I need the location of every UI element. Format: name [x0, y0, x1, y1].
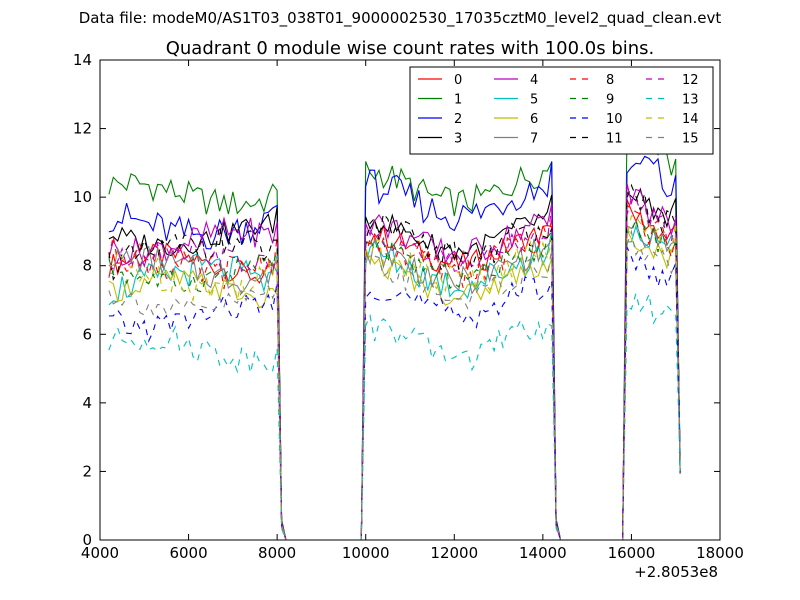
chart-title: Quadrant 0 module wise count rates with … — [166, 38, 655, 59]
x-axis: 4000 6000 8000 10000 12000 14000 16000 18000 — [81, 60, 744, 562]
x-offset-label: +2.8053e8 — [634, 563, 718, 581]
x-tick-label: 6000 — [169, 544, 207, 562]
series-line-0 — [108, 199, 681, 540]
legend-label-2: 2 — [454, 112, 462, 127]
series-line-10 — [108, 246, 681, 540]
x-tick-label: 18000 — [696, 544, 744, 562]
series-line-3 — [108, 187, 681, 540]
y-tick-label: 4 — [82, 394, 92, 412]
series-line-11 — [108, 183, 681, 540]
series-line-13 — [108, 291, 681, 540]
legend-label-3: 3 — [454, 132, 462, 147]
y-tick-label: 14 — [73, 51, 92, 69]
series-line-7 — [108, 220, 681, 540]
legend-label-13: 13 — [682, 93, 699, 108]
series-line-12 — [108, 198, 681, 540]
legend-label-14: 14 — [682, 112, 699, 127]
legend-label-1: 1 — [454, 93, 462, 108]
x-tick-label: 10000 — [342, 544, 390, 562]
legend-label-10: 10 — [606, 112, 623, 127]
legend-label-15: 15 — [682, 132, 699, 147]
x-tick-label: 4000 — [81, 544, 119, 562]
y-tick-label: 12 — [73, 120, 92, 138]
x-tick-label: 16000 — [608, 544, 656, 562]
legend-label-11: 11 — [606, 132, 623, 147]
legend-label-12: 12 — [682, 73, 699, 88]
x-tick-label: 8000 — [258, 544, 296, 562]
legend-label-9: 9 — [606, 93, 614, 108]
legend-label-7: 7 — [530, 132, 538, 147]
figure-suptitle: Data file: modeM0/AS1T03_038T01_90000025… — [79, 9, 722, 28]
series-line-2 — [108, 155, 681, 540]
series-line-6 — [108, 229, 681, 540]
series-line-4 — [108, 183, 681, 540]
y-tick-label: 10 — [73, 188, 92, 206]
y-tick-label: 6 — [82, 325, 92, 343]
x-tick-label: 12000 — [430, 544, 478, 562]
legend-label-4: 4 — [530, 73, 538, 88]
legend-label-8: 8 — [606, 73, 614, 88]
axes-frame — [99, 59, 721, 541]
series-line-14 — [108, 215, 681, 540]
y-tick-label: 2 — [82, 462, 92, 480]
legend-label-0: 0 — [454, 73, 462, 88]
axes-border — [99, 59, 721, 541]
legend-label-6: 6 — [530, 112, 538, 127]
series-line-9 — [108, 217, 681, 540]
legend-label-5: 5 — [530, 93, 538, 108]
y-tick-label: 8 — [82, 257, 92, 275]
y-tick-label: 0 — [82, 531, 92, 549]
legend-box — [409, 66, 714, 155]
series-line-15 — [108, 229, 681, 540]
series-line-1 — [108, 124, 681, 540]
x-tick-label: 14000 — [519, 544, 567, 562]
plot-series-group — [108, 124, 681, 540]
